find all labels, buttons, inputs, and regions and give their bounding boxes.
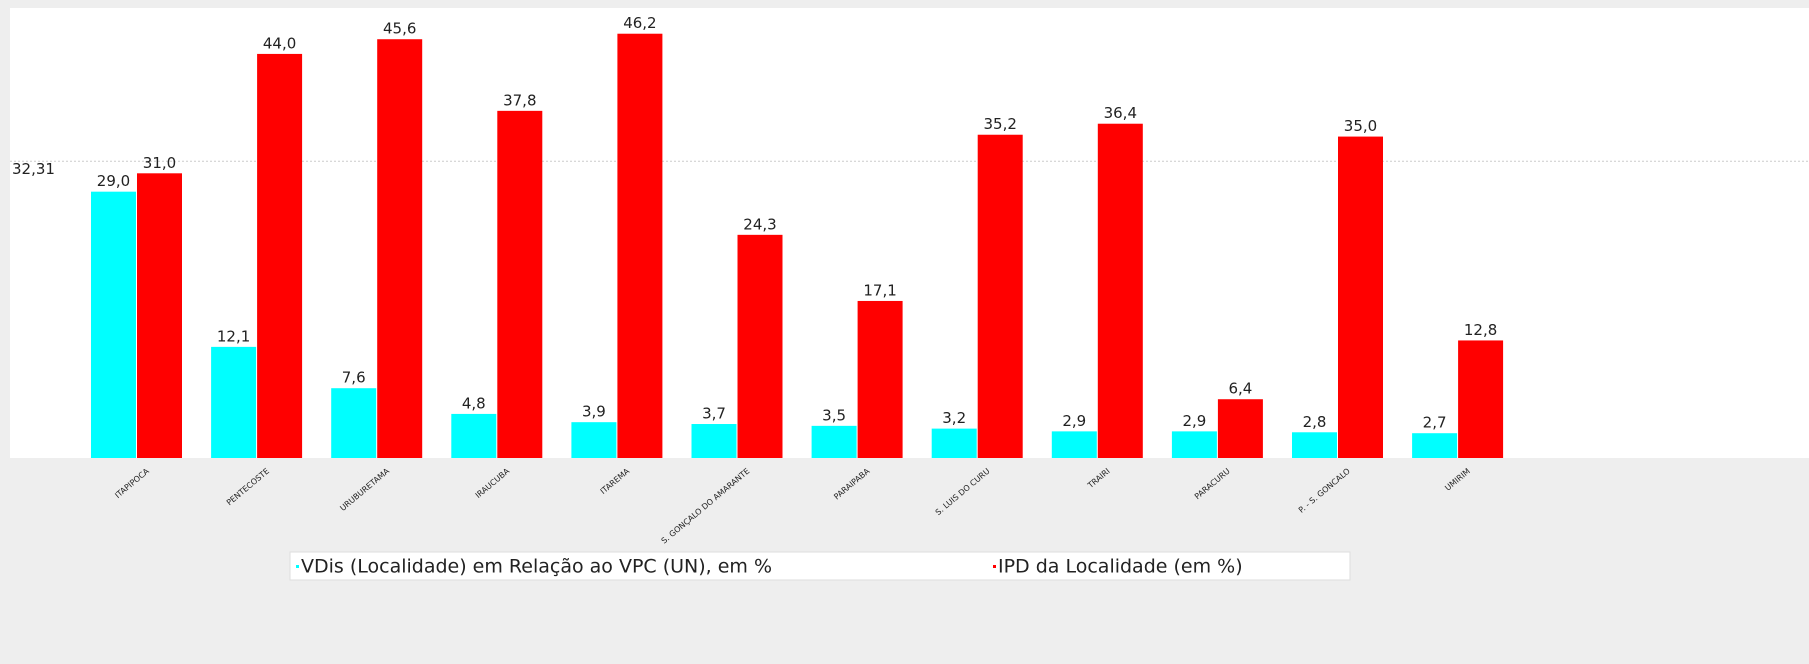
bar <box>857 300 903 458</box>
legend-label: VDis (Localidade) em Relação ao VPC (UN)… <box>301 556 772 578</box>
plot-area <box>10 8 1809 458</box>
value-label: 3,9 <box>582 403 606 421</box>
value-label: 37,8 <box>503 91 536 109</box>
value-label: 44,0 <box>263 34 296 52</box>
bar <box>1292 432 1337 458</box>
value-label: 46,2 <box>623 14 656 32</box>
bar <box>691 424 737 458</box>
value-label: 35,0 <box>1344 117 1377 135</box>
value-label: 12,1 <box>217 327 250 345</box>
legend-swatch <box>296 565 299 568</box>
value-label: 6,4 <box>1228 380 1252 398</box>
bar <box>737 234 783 458</box>
reference-label: 32,31 <box>12 160 55 178</box>
bar <box>211 346 257 458</box>
value-label: 45,6 <box>383 20 416 38</box>
value-label: 2,9 <box>1062 412 1086 430</box>
bar <box>1217 399 1263 458</box>
value-label: 7,6 <box>342 369 366 387</box>
value-label: 2,9 <box>1182 412 1206 430</box>
bar <box>571 422 617 458</box>
value-label: 31,0 <box>143 154 176 172</box>
value-label: 24,3 <box>743 215 776 233</box>
value-label: 3,7 <box>702 405 726 423</box>
value-label: 3,5 <box>822 406 846 424</box>
bar <box>1412 433 1458 458</box>
bar <box>811 425 857 458</box>
bar <box>1338 136 1383 459</box>
bar <box>91 191 136 458</box>
bar <box>1171 431 1217 458</box>
bar <box>257 53 303 458</box>
bar <box>137 173 182 458</box>
value-label: 2,7 <box>1423 414 1447 432</box>
bar <box>497 110 543 458</box>
bar <box>1051 431 1097 458</box>
bar <box>377 39 423 459</box>
bar <box>977 134 1023 459</box>
bar <box>931 428 977 458</box>
legend-label: IPD da Localidade (em %) <box>998 556 1243 578</box>
legend-swatch <box>993 565 996 568</box>
value-label: 29,0 <box>97 172 130 190</box>
value-label: 3,2 <box>942 409 966 427</box>
value-label: 12,8 <box>1464 321 1497 339</box>
bar <box>331 388 377 458</box>
bar <box>451 413 497 458</box>
value-label: 4,8 <box>462 394 486 412</box>
legend-box <box>289 551 1351 581</box>
value-label: 36,4 <box>1104 104 1137 122</box>
bar <box>1458 340 1504 458</box>
value-label: 2,8 <box>1303 413 1327 431</box>
value-label: 17,1 <box>863 281 896 299</box>
value-label: 35,2 <box>983 115 1016 133</box>
bar <box>617 33 663 458</box>
bar <box>1097 123 1143 458</box>
